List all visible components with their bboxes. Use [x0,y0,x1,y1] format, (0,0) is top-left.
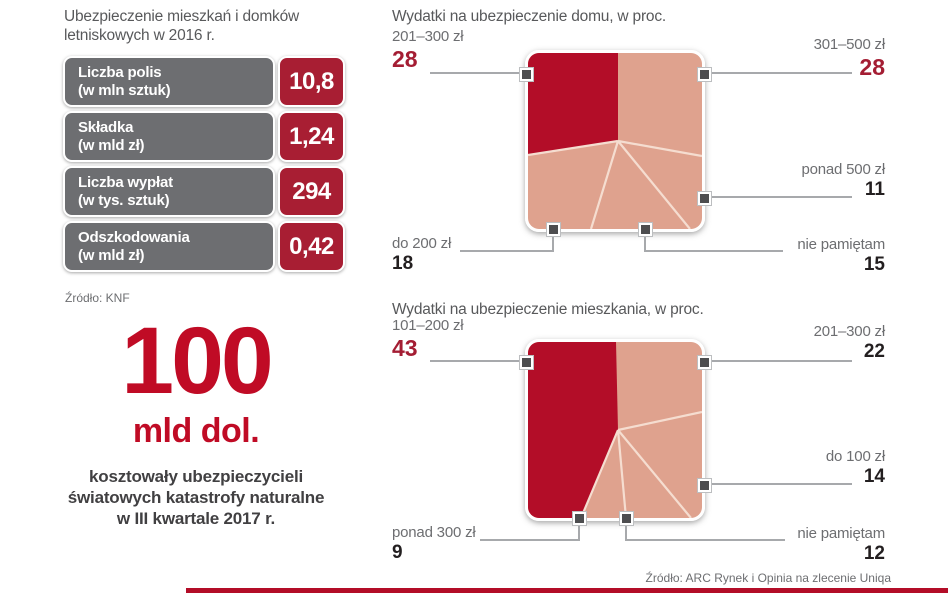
highlight-number: 100 [121,308,274,414]
chart2-title: Wydatki na ubezpieczenie mieszkania, w p… [392,301,704,318]
row-label: Liczba polis [78,64,162,82]
chart1-label-ponad-500: ponad 500 zł 11 [750,162,885,200]
row-label: Składka [78,119,134,137]
slice-range-label: nie pamiętam [797,525,885,542]
table-row: Odszkodowania (w mld zł) 0,42 [63,221,351,272]
row-label: Liczba wypłat [78,174,173,192]
row-value: 1,24 [289,122,334,150]
connector-line [709,483,852,485]
slice-value: 28 [859,53,885,80]
table-row: Liczba wypłat (w tys. sztuk) 294 [63,166,351,217]
row-label: Odszkodowania [78,229,190,247]
row-value-cell: 0,42 [278,221,345,272]
insurance-stats-table: Liczba polis (w mln sztuk) 10,8 Składka … [63,56,351,276]
row-value: 0,42 [289,232,334,260]
chart1-label-301-500: 301–500 zł 28 [750,36,886,80]
connector-line [430,360,522,362]
slice-range-label: ponad 500 zł [801,161,885,178]
pie-slice-101-200 [528,342,618,518]
slice-range-label: 101–200 zł [392,317,464,334]
connector-line [430,72,522,74]
connector-marker [520,68,533,81]
connector-marker [639,223,652,236]
pie-slice-201-300 [528,53,618,155]
slice-value: 18 [392,252,414,274]
slice-range-label: ponad 300 zł [392,524,476,541]
connector-line [644,250,783,252]
connector-marker [698,356,711,369]
slice-range-label: do 200 zł [392,235,452,252]
slice-value: 11 [864,178,885,200]
slice-value: 43 [392,334,418,361]
connector-line [480,539,579,541]
chart1-title: Wydatki na ubezpieczenie domu, w proc. [392,8,666,25]
connector-line [709,360,852,362]
row-value-cell: 1,24 [278,111,345,162]
chart1-label-201-300: 201–300 zł 28 [392,29,527,71]
connector-marker [698,479,711,492]
slice-divider-lines [579,410,702,518]
slice-divider-lines [528,139,702,229]
connector-marker [620,512,633,525]
slice-value: 22 [863,340,885,362]
row-label-cell: Składka (w mld zł) [63,111,275,162]
connector-marker [573,512,586,525]
chart2-label-ponad-300: ponad 300 zł 9 [392,525,527,563]
slice-range-label: 201–300 zł [813,323,886,340]
chart1-label-nie-pamietam: nie pamiętam 15 [750,237,885,275]
row-value-cell: 10,8 [278,56,345,107]
connector-line [644,236,646,252]
table-row: Liczba polis (w mln sztuk) 10,8 [63,56,351,107]
connector-marker [698,192,711,205]
connector-line [709,196,852,198]
source-right: Źródło: ARC Rynek i Opinia na zlecenie U… [645,571,891,585]
slice-value: 15 [863,253,885,275]
row-sublabel: (w mld zł) [78,246,145,264]
chart2-label-201-300: 201–300 zł 22 [750,323,886,362]
row-sublabel: (w mln sztuk) [78,81,171,99]
slice-value: 9 [392,541,403,563]
slice-range-label: do 100 zł [825,448,885,465]
chart1-label-do-200: do 200 zł 18 [392,236,527,274]
connector-marker [698,68,711,81]
connector-line [709,72,852,74]
connector-marker [520,356,533,369]
connector-line [552,236,554,252]
row-value-cell: 294 [278,166,345,217]
connector-marker [547,223,560,236]
row-label-cell: Liczba polis (w mln sztuk) [63,56,275,107]
row-value: 10,8 [289,67,334,95]
chart2-label-do-100: do 100 zł 14 [750,449,885,487]
slice-range-label: 301–500 zł [813,36,886,53]
footer-accent-bar [186,588,948,593]
highlight-caption: kosztowały ubezpieczycieli światowych ka… [67,467,325,528]
connector-line [625,525,627,541]
slice-value: 28 [392,45,418,72]
connector-line [578,525,580,541]
row-sublabel: (w tys. sztuk) [78,191,170,209]
chart2-label-101-200: 101–200 zł 43 [392,318,527,360]
row-value: 294 [292,177,331,205]
chart2-square-pie [525,339,705,521]
chart2-label-nie-pamietam: nie pamiętam 12 [750,526,885,564]
highlight-unit: mld dol. [132,412,260,451]
table-row: Składka (w mld zł) 1,24 [63,111,351,162]
slice-range-label: nie pamiętam [797,236,885,253]
connector-line [625,539,785,541]
slice-range-label: 201–300 zł [392,28,464,45]
left-table-title: Ubezpieczenie mieszkań i domków letnisko… [64,8,300,44]
row-label-cell: Odszkodowania (w mld zł) [63,221,275,272]
source-left: Źródło: KNF [65,291,130,305]
connector-line [460,250,554,252]
highlight-number-block: 100 mld dol. kosztowały ubezpieczycieli … [60,308,332,529]
row-label-cell: Liczba wypłat (w tys. sztuk) [63,166,275,217]
slice-value: 14 [863,465,885,487]
chart1-square-pie [525,50,705,232]
row-sublabel: (w mld zł) [78,136,145,154]
slice-value: 12 [863,542,885,564]
